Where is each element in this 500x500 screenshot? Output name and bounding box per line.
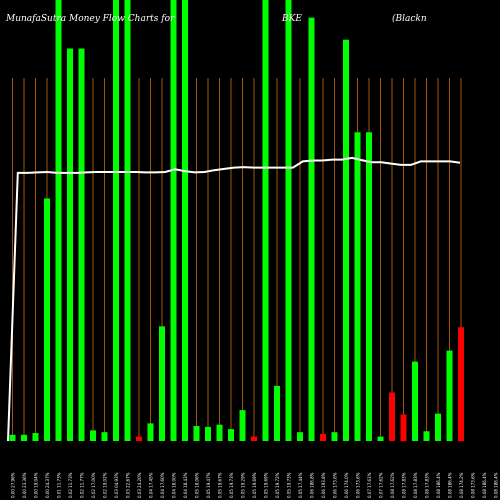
bar-30 [343,39,349,441]
tick-label-18: 0.05 19.47% [206,472,211,498]
tick-label-17: 0.05 18.06% [195,472,200,498]
bar-2 [21,434,27,441]
bar-20 [228,429,234,441]
bar-15 [170,0,177,441]
money-flow-bars [9,0,464,442]
tick-label-4: 0.00 24.37% [45,472,50,498]
tick-label-5: 0.01 11.73% [57,472,62,498]
tick-label-21: 0.05 19.29% [241,472,246,498]
bar-32 [366,132,372,442]
tick-label-41: 0.08 173.6% [471,472,476,498]
bar-1 [9,434,16,441]
tick-label-25: 0.05 19.73% [287,472,292,498]
tick-label-31: 0.06 173.6% [356,472,361,498]
tick-label-15: 0.04 18.00% [172,472,177,498]
tick-label-3: 0.00 19.04% [34,472,39,498]
tick-label-24: 0.05 19.72% [275,472,280,498]
price-line [7,156,461,442]
tick-label-32: 0.07 17.61% [367,472,372,498]
bar-6 [67,48,73,441]
tick-label-29: 0.06 173.6% [333,472,338,498]
bar-8 [90,430,96,441]
tick-label-26: 0.05 17.44% [298,472,303,498]
bar-23 [262,0,269,441]
bar-34 [389,392,395,441]
tick-label-37: 0.08 17.83% [425,472,430,498]
bar-24 [274,385,280,441]
bar-38 [435,413,441,441]
bar-13 [147,423,154,441]
x-axis-tick-labels: 0.00 27.96% 0.00 23.36% 0.00 19.04% 0.00 24… [11,472,499,498]
bar-7 [78,48,85,441]
bar-12 [136,436,142,441]
bar-39 [446,350,453,441]
tick-label-8: 0.02 17.00% [91,472,96,498]
bar-18 [205,426,211,441]
tick-label-12: 0.03 24.20% [137,472,142,498]
bar-25 [285,0,292,441]
tick-label-28: 0.06 193.8% [321,472,326,498]
bar-29 [331,432,338,441]
bar-28 [320,433,326,441]
bar-16 [182,0,188,441]
tick-label-9: 0.02 19.02% [103,472,108,498]
tick-label-34: 0.08 17.62% [390,472,395,498]
bar-33 [377,436,384,441]
tick-label-13: 0.04 17.45% [149,472,154,498]
tick-label-6: 0.02 11.73% [68,472,73,498]
bar-17 [193,426,200,441]
tick-label-36: 0.08 17.83% [413,472,418,498]
bar-26 [297,432,303,441]
bar-40 [458,327,464,441]
chart-title-company: (Blackn [392,14,427,24]
tick-label-43: 0.08 186.4% [494,472,499,498]
tick-label-14: 0.04 17.60% [160,472,165,498]
bar-14 [159,326,165,441]
tick-label-20: 0.05 19.73% [229,472,234,498]
bar-10 [113,0,119,441]
tick-label-33: 0.07 17.62% [379,472,384,498]
tick-label-2: 0.00 23.36% [22,472,27,498]
bar-36 [412,361,418,441]
bar-9 [101,432,108,441]
bar-27 [308,17,315,441]
tick-label-40: 0.08 174.2% [459,472,464,498]
bar-22 [251,436,257,441]
tick-label-16: 0.04 18.43% [183,472,188,498]
tick-label-1: 0.00 27.96% [11,472,16,498]
bar-19 [216,424,223,441]
tick-label-38: 0.08 186.4% [436,472,441,498]
tick-label-23: 0.05 19.69% [264,472,269,498]
bar-35 [400,414,407,441]
tick-label-35: 0.08 17.83% [402,472,407,498]
tick-label-22: 0.05 19.69% [252,472,257,498]
tick-label-7: 0.02 11.77% [80,472,85,498]
tick-label-30: 0.06 174.0% [344,472,349,498]
tick-label-19: 0.05 19.67% [218,472,223,498]
bar-37 [423,431,430,441]
bar-21 [239,410,246,441]
tick-label-42: 0.08 186.4% [482,472,487,498]
chart-title: MunafaSutra Money Flow Charts for [6,14,175,24]
bar-5 [55,0,62,441]
bar-11 [124,0,131,441]
chart-title-symbol: BKE [282,14,302,24]
bar-3 [32,433,39,441]
tick-label-10: 0.03 04.93% [114,472,119,498]
bar-4 [44,198,50,441]
tick-label-11: 0.03 22.67% [126,472,131,498]
tick-label-27: 0.06 186.8% [310,472,315,498]
tick-label-39: 0.08 186.4% [448,472,453,498]
bar-31 [354,132,361,442]
